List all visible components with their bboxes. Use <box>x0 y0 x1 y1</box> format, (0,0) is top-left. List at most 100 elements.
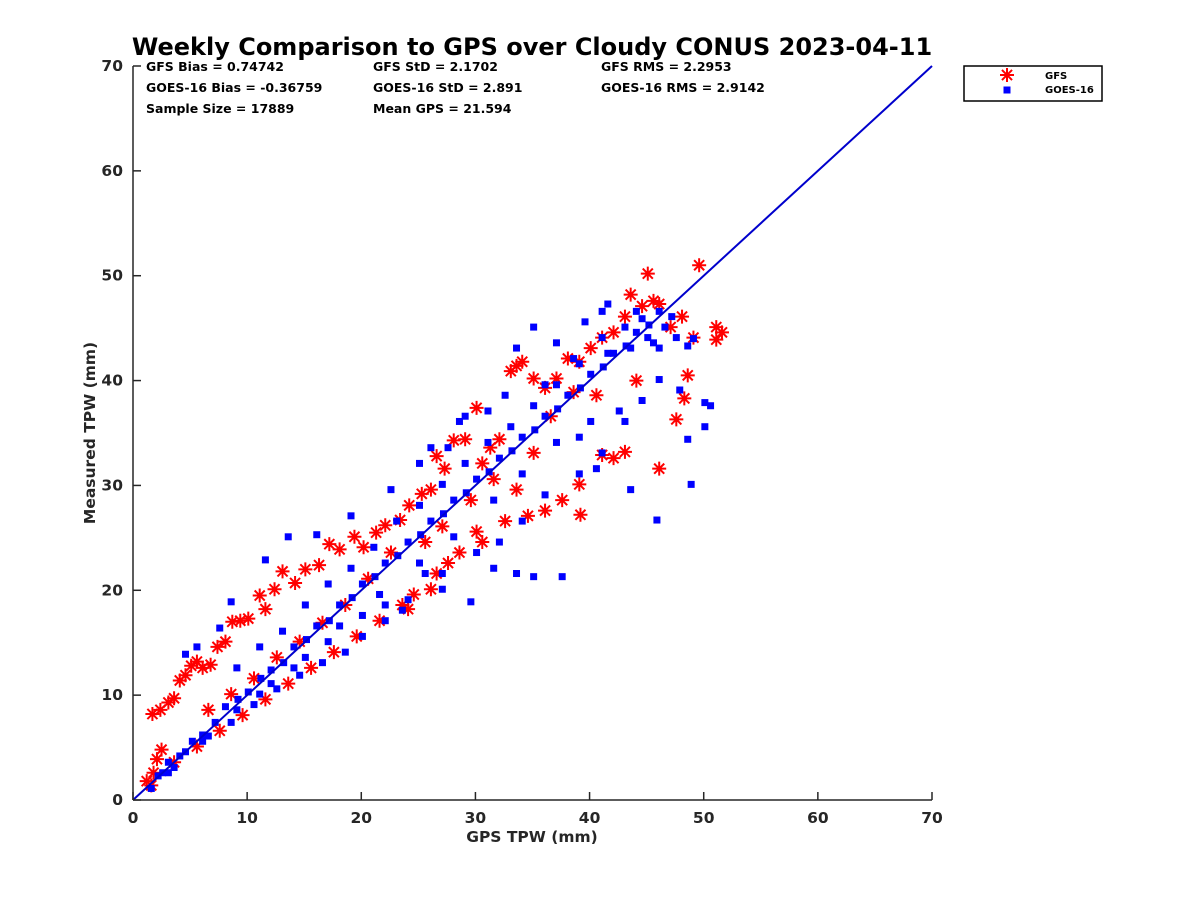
gfs-point <box>356 540 371 555</box>
gfs-point <box>402 498 417 513</box>
goes16-point <box>687 480 695 488</box>
gfs-point <box>347 529 362 544</box>
goes16-point <box>267 680 275 688</box>
goes16-point <box>552 438 560 446</box>
goes16-point <box>233 706 241 714</box>
gfs-point <box>315 615 330 630</box>
goes16-point <box>604 300 612 308</box>
gfs-point <box>167 691 182 706</box>
goes16-point <box>661 323 669 331</box>
goes16-point <box>313 531 321 539</box>
gfs-point <box>714 325 729 340</box>
gfs-point <box>281 676 296 691</box>
goes16-point <box>227 718 235 726</box>
x-tick-label: 50 <box>693 809 715 827</box>
gfs-point <box>452 545 467 560</box>
gfs-point <box>646 293 661 308</box>
x-tick-label: 60 <box>807 809 829 827</box>
goes16-point <box>587 417 595 425</box>
legend-item-gfs: GFS <box>1000 68 1067 82</box>
stats-block: GFS Bias = 0.74742 GFS StD = 2.1702 GFS … <box>146 59 765 116</box>
goes16-point <box>257 674 265 682</box>
gfs-point <box>475 456 490 471</box>
gfs-point <box>258 692 273 707</box>
goes16-point <box>575 433 583 441</box>
gfs-point <box>326 645 341 660</box>
goes16-point <box>638 315 646 323</box>
gfs-point <box>423 482 438 497</box>
axes: 0 10 20 30 40 50 60 70 0 10 20 30 40 50 60 70 <box>101 57 943 827</box>
goes16-point <box>598 449 606 457</box>
goes16-point <box>199 737 207 745</box>
gfs-point <box>203 657 218 672</box>
goes16-point <box>604 349 612 357</box>
gfs-point <box>675 309 690 324</box>
gfs-point <box>298 562 313 577</box>
goes16-point <box>404 538 412 546</box>
goes16-point <box>347 512 355 520</box>
goes16-point <box>541 381 549 389</box>
goes16-point <box>421 570 429 578</box>
stat-goes-rms: GOES-16 RMS = 2.9142 <box>601 80 765 95</box>
gfs-point <box>483 440 498 455</box>
goes16-point <box>655 307 663 315</box>
chart-title: Weekly Comparison to GPS over Cloudy CON… <box>132 33 932 61</box>
goes16-point <box>689 335 697 343</box>
goes16-point <box>490 564 498 572</box>
gfs-point <box>566 385 581 400</box>
x-tick-label: 70 <box>921 809 943 827</box>
goes16-point <box>684 342 692 350</box>
goes16-point <box>495 538 503 546</box>
goes16-point <box>592 465 600 473</box>
gfs-point <box>292 634 307 649</box>
gfs-point <box>312 558 327 573</box>
gfs-point <box>395 597 410 612</box>
gfs-point <box>573 507 588 522</box>
gfs-point <box>629 373 644 388</box>
legend-goes16-marker-shape <box>1003 86 1011 94</box>
gfs-point <box>218 634 233 649</box>
gfs-point <box>189 654 204 669</box>
gfs-point <box>652 461 667 476</box>
gfs-point <box>486 472 501 487</box>
stat-goes-bias: GOES-16 Bias = -0.36759 <box>146 80 322 95</box>
gfs-point <box>153 702 168 717</box>
goes16-point <box>530 402 538 410</box>
goes16-point <box>518 517 526 525</box>
gfs-point <box>503 364 518 379</box>
goes16-point <box>221 703 229 711</box>
goes16-point <box>627 344 635 352</box>
gfs-point <box>195 660 210 675</box>
goes16-point <box>261 556 269 564</box>
goes16-point <box>473 475 481 483</box>
goes16-point <box>473 549 481 557</box>
gfs-point <box>145 707 160 722</box>
gfs-point <box>332 542 347 557</box>
y-tick-label: 60 <box>101 162 123 180</box>
gfs-point <box>235 708 250 723</box>
gfs-point <box>538 503 553 518</box>
goes16-point <box>450 496 458 504</box>
gfs-point <box>154 742 169 757</box>
legend-gfs-marker-shape <box>1000 68 1014 82</box>
goes16-point <box>450 533 458 541</box>
goes16-point <box>461 459 469 467</box>
goes16-point <box>701 399 709 407</box>
goes16-point <box>427 444 435 452</box>
goes16-point <box>404 596 412 604</box>
goes16-point <box>570 355 578 363</box>
goes16-point <box>621 323 629 331</box>
goes16-point <box>610 349 618 357</box>
gfs-point <box>549 371 564 386</box>
goes16-point <box>581 318 589 326</box>
stat-sample-size: Sample Size = 17889 <box>146 101 294 116</box>
goes16-point <box>358 632 366 640</box>
y-tick-label: 10 <box>101 686 123 704</box>
gfs-point <box>378 518 393 533</box>
goes16-point <box>336 601 344 609</box>
stat-mean-gps: Mean GPS = 21.594 <box>373 101 512 116</box>
legend-square-marker <box>1003 86 1011 94</box>
goes16-point <box>564 391 572 399</box>
gfs-point <box>304 660 319 675</box>
